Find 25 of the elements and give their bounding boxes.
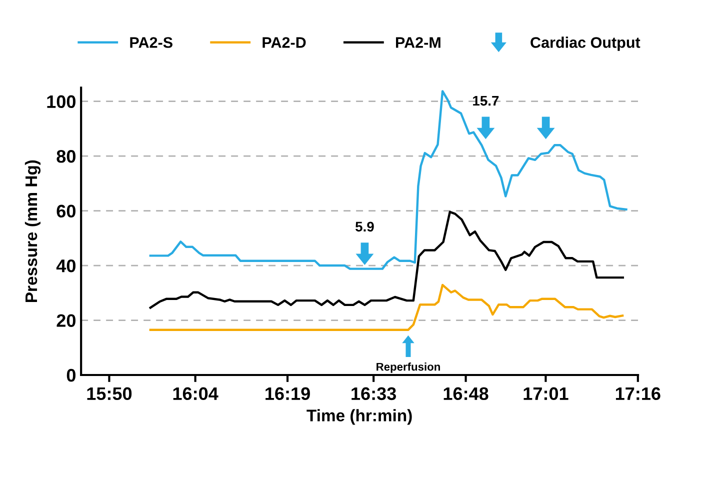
x-tick-label: 17:01 xyxy=(524,387,568,400)
line-series xyxy=(149,284,624,331)
legend-label: PA2-M xyxy=(396,37,440,48)
x-tick-label: 16:04 xyxy=(173,387,218,400)
y-tick-label: 0 xyxy=(66,368,76,382)
y-tick-label: 40 xyxy=(56,259,76,272)
y-tick-label: 20 xyxy=(56,314,76,327)
x-tick-label: 17:16 xyxy=(616,387,660,400)
legend-label: PA2-D xyxy=(262,37,306,48)
annotation: 15.7 xyxy=(473,96,499,106)
x-tick-label: 15:50 xyxy=(87,387,132,400)
x-tick-label: 16:33 xyxy=(352,387,396,400)
x-tick-label: 16:19 xyxy=(266,387,310,400)
line-series xyxy=(149,210,624,309)
annotation: 5.9 xyxy=(355,222,374,232)
legend-label: Cardiac Output xyxy=(530,36,640,51)
legend-label: PA2-S xyxy=(130,37,172,48)
y-tick-label: 60 xyxy=(56,204,76,218)
line-series xyxy=(149,90,628,270)
x-axis-title: Time (hr:min) xyxy=(306,409,412,425)
y-tick-label: 100 xyxy=(47,95,76,108)
y-tick-label: 80 xyxy=(56,150,76,163)
annotation: Reperfusion xyxy=(376,362,440,373)
x-tick-label: 16:48 xyxy=(444,387,488,400)
y-axis-title: Pressure (mm Hg) xyxy=(24,160,41,302)
